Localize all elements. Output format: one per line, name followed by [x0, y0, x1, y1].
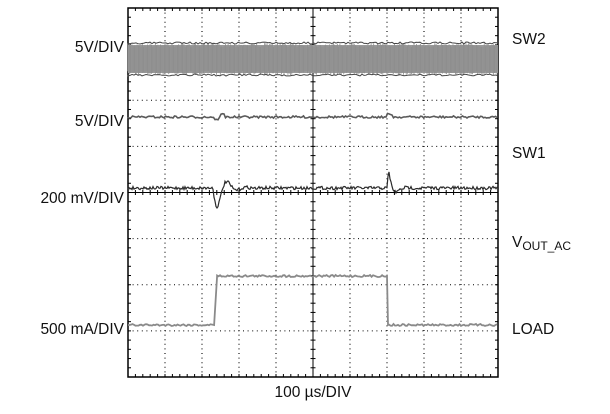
channel-label-vout: VOUT_AC	[512, 234, 572, 253]
sw1-trace	[127, 112, 498, 121]
traces	[127, 41, 499, 328]
scale-label-load: 500 mA/DIV	[40, 321, 124, 338]
sw2-trace-top-edge	[127, 41, 499, 45]
scale-label-sw2: 5V/DIV	[74, 39, 124, 56]
vout-ac-trace	[127, 171, 499, 210]
scale-label-vout: 200 mV/DIV	[40, 190, 124, 207]
scale-label-sw1: 5V/DIV	[74, 113, 124, 130]
channel-label-sw1: SW1	[512, 145, 546, 162]
sw2-trace-bottom-edge	[127, 73, 499, 77]
load-trace	[128, 273, 498, 328]
x-axis-label: 100 µs/DIV	[274, 384, 352, 401]
sw2-trace	[127, 43, 498, 75]
channel-label-load: LOAD	[512, 321, 555, 338]
channel-label-sw2: SW2	[512, 31, 546, 48]
